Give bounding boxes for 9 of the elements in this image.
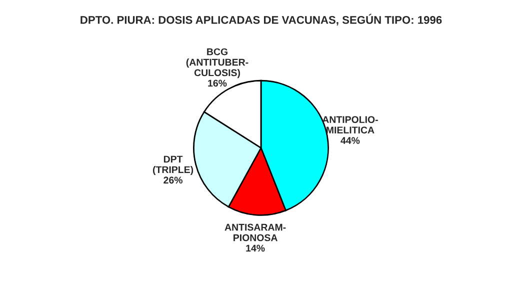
data-label: 14%	[246, 244, 265, 252]
slice-label: DPT (TRIPLE)	[152, 156, 194, 176]
slice-label: ANTISARAM- PIONOSA	[224, 224, 286, 242]
slice-label: ANTIPOLIO- MIELITICA	[322, 116, 378, 134]
slice-label: BCG (ANTITUBER- CULOSIS)	[186, 48, 248, 78]
chart-title: DPTO. PIURA: DOSIS APLICADAS DE VACUNAS, SEGÚN TIPO: 1996	[80, 14, 442, 26]
data-label: 26%	[164, 176, 182, 184]
data-label: 44%	[340, 137, 360, 144]
data-label: 16%	[208, 80, 227, 87]
